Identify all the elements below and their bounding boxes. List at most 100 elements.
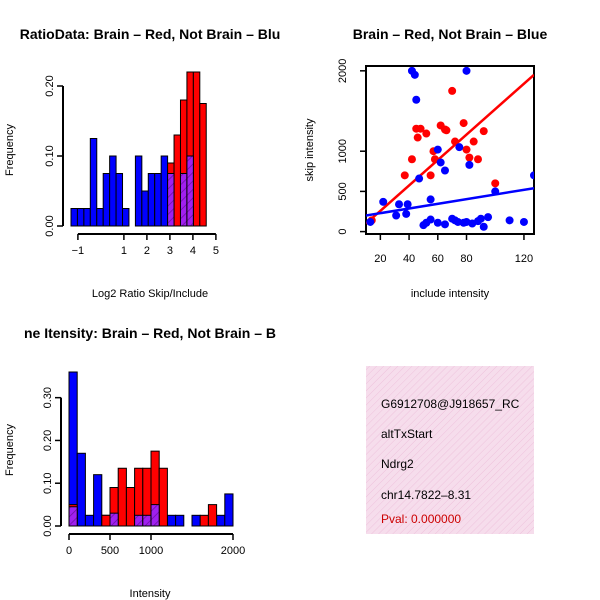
h3-x-tick-label: 2000: [221, 545, 245, 557]
h1-bar-blue: [109, 155, 117, 227]
h3-bar-blue: [93, 474, 103, 527]
h3-y-tick-label: 0.00: [42, 515, 54, 536]
scatter-x-tick-label: 40: [403, 253, 415, 265]
ratio-histogram: RatioData: Brain – Red, Not Brain – Blu …: [4, 26, 280, 300]
ratio-y-axis: 0.00 0.10 0.20: [44, 75, 64, 237]
h3-bar-overlap: [142, 514, 152, 527]
intensity-chart-title: ne Itensity: Brain – Red, Not Brain – B: [24, 325, 276, 341]
scatter-point-red: [416, 124, 425, 133]
scatter-point-red: [400, 171, 409, 180]
h3-bar-blue: [84, 514, 95, 527]
scatter-point-blue: [491, 187, 500, 196]
h1-bar-red: [199, 103, 207, 227]
scatter-point-blue: [479, 222, 488, 231]
ratio-y-label: Frequency: [4, 124, 16, 176]
scatter-x-tick-label: 120: [515, 253, 533, 265]
h1-x-tick-label: −1: [72, 245, 85, 257]
h3-bar-red: [117, 467, 127, 527]
h1-bar-blue: [70, 208, 78, 227]
scatter-plot-box: [365, 65, 535, 235]
scatter-point-blue: [403, 200, 412, 209]
h1-bar-blue: [122, 208, 130, 227]
scatter-point-blue: [505, 216, 514, 225]
scatter-point-blue: [392, 211, 401, 220]
scatter-point-blue: [455, 143, 464, 152]
h3-bar-red: [125, 487, 136, 527]
h3-bar-blue: [191, 514, 201, 527]
scatter-point-blue: [366, 217, 375, 226]
scatter-point-blue: [415, 174, 424, 183]
info-panel: G6912708@J918657_RC altTxStart Ndrg2 chr…: [366, 366, 534, 534]
h3-bar-overlap: [134, 514, 144, 527]
intensity-y-axis: 0.00 0.10 0.20 0.30: [42, 387, 62, 537]
scatter-x-tick-label: 60: [432, 253, 444, 265]
scatter-point-red: [413, 133, 422, 142]
scatter-point-blue: [395, 200, 404, 209]
h1-x-tick-label: 2: [144, 245, 150, 257]
ratio-x-axis: −1 1 2 3 4 5: [72, 233, 219, 257]
h1-bar-blue: [147, 173, 156, 227]
scatter-point-red: [491, 179, 500, 188]
scatter-point-blue: [465, 160, 474, 169]
fit-line-blue: [366, 186, 534, 217]
h3-x-tick-label: 500: [101, 545, 119, 557]
h1-bar-blue: [141, 190, 149, 227]
h3-x-tick-label: 0: [66, 545, 72, 557]
h3-bar-red: [207, 504, 218, 527]
scatter-x-label: include intensity: [411, 288, 490, 300]
h3-bar-blue: [216, 514, 226, 527]
h1-bar-blue: [154, 173, 162, 227]
h3-bar-overlap: [150, 504, 160, 527]
h1-bar-overlap: [167, 173, 175, 227]
scatter-point-red: [459, 119, 468, 128]
scatter-y-axis: 0 500 1000 2000: [337, 59, 366, 235]
scatter-point-red: [442, 126, 451, 135]
scatter-y-tick-label: 0: [337, 229, 349, 235]
h1-bar-blue: [83, 208, 91, 227]
scatter-point-red: [451, 137, 460, 146]
ratio-x-label: Log2 Ratio Skip/Include: [92, 288, 208, 300]
scatter-x-tick-label: 80: [460, 253, 472, 265]
ratio-bars: [70, 71, 207, 227]
h1-bar-red: [192, 71, 201, 227]
scatter-point-blue: [433, 145, 442, 154]
h1-bar-blue: [89, 138, 98, 227]
scatter-points: [366, 66, 534, 231]
intensity-x-label: Intensity: [130, 588, 171, 600]
h3-y-tick-label: 0.30: [42, 387, 54, 408]
info-panel-background: [366, 366, 534, 534]
intensity-y-label: Frequency: [4, 424, 16, 476]
scatter-point-blue: [484, 213, 493, 222]
h3-bar-overlap: [109, 512, 119, 527]
h1-y-tick-label: 0.10: [44, 145, 56, 166]
intensity-histogram: ne Itensity: Brain – Red, Not Brain – B …: [4, 325, 276, 600]
info-probe-id: G6912708@J918657_RC: [381, 397, 520, 411]
scatter-point-red: [474, 155, 482, 164]
intensity-bars: [68, 371, 234, 527]
scatter-point-red: [462, 145, 471, 154]
scatter-point-blue: [379, 197, 388, 206]
h3-bar-blue: [224, 493, 234, 527]
h1-bar-blue: [96, 208, 104, 227]
info-coordinates: chr14.7822–8.31: [381, 488, 471, 502]
info-gene-name: Ndrg2: [381, 457, 414, 471]
scatter-point-blue: [530, 171, 534, 180]
scatter-point-blue: [433, 218, 442, 227]
scatter-y-label: skip intensity: [304, 118, 316, 181]
h3-bar-blue: [166, 514, 177, 527]
fit-line-red: [366, 73, 534, 225]
scatter-point-blue: [410, 70, 419, 79]
scatter-y-tick-label: 1000: [337, 139, 349, 163]
scatter-point-blue: [412, 95, 421, 104]
h3-bar-overlap: [68, 506, 78, 527]
h1-x-tick-label: 4: [190, 245, 196, 257]
ratio-chart-title: RatioData: Brain – Red, Not Brain – Blu: [20, 26, 281, 42]
h1-x-tick-label: 1: [121, 245, 127, 257]
h1-y-tick-label: 0.20: [44, 75, 56, 96]
h1-bar-overlap: [179, 173, 188, 227]
scatter-point-red: [422, 129, 431, 138]
scatter-point-red: [448, 86, 457, 95]
h1-bar-blue: [134, 155, 143, 227]
h3-y-tick-label: 0.20: [42, 430, 54, 451]
